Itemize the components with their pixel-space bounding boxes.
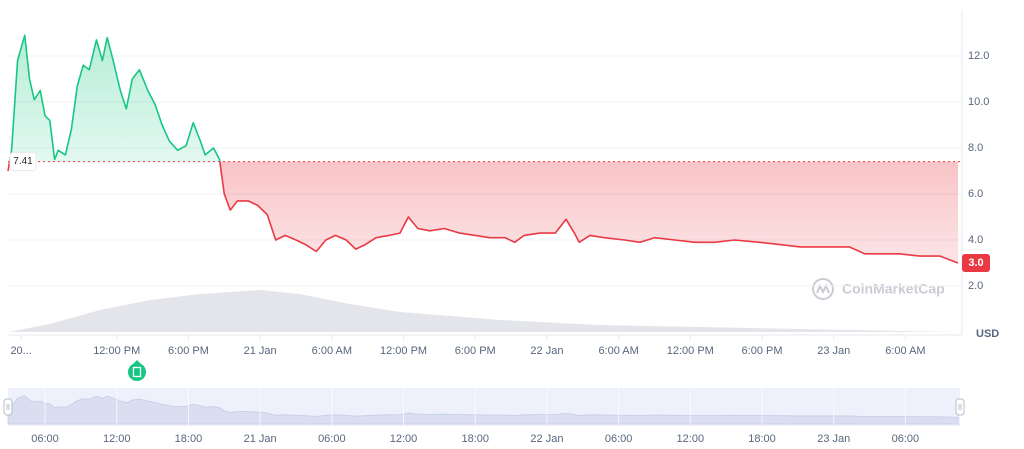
volume-area: [8, 290, 958, 332]
navigator-tick-label: 18:00: [461, 433, 489, 445]
navigator-handle[interactable]: [955, 398, 965, 416]
navigator-tick-label: 22 Jan: [530, 433, 563, 445]
x-tick-label: 6:00 AM: [312, 345, 352, 357]
price-area: [8, 35, 958, 263]
watermark: CoinMarketCap: [842, 281, 945, 297]
y-tick-label: 12.0: [968, 50, 989, 62]
navigator-tick-label: 21 Jan: [244, 433, 277, 445]
watermark-logo: [812, 278, 834, 300]
x-tick-label: 23 Jan: [817, 345, 850, 357]
x-tick-label: 6:00 AM: [598, 345, 638, 357]
navigator-tick-label: 18:00: [175, 433, 203, 445]
x-tick-label: 20...: [10, 345, 31, 357]
navigator-area: [7, 395, 959, 425]
current-price-box: [962, 254, 990, 272]
x-tick-label: 12:00 PM: [380, 345, 427, 357]
y-tick-label: 10.0: [968, 96, 989, 108]
unit-label: USD: [976, 328, 999, 340]
y-tick-label: 8.0: [968, 142, 983, 154]
x-tick-label: 12:00 PM: [93, 345, 140, 357]
x-tick-label: 12:00 PM: [667, 345, 714, 357]
x-tick-label: 6:00 PM: [455, 345, 496, 357]
navigator-tick-label: 12:00: [103, 433, 131, 445]
navigator-tick-label: 06:00: [318, 433, 346, 445]
navigator-tick-label: 12:00: [677, 433, 705, 445]
x-tick-label: 6:00 PM: [742, 345, 783, 357]
navigator-handle[interactable]: [3, 398, 13, 416]
x-tick-label: 6:00 AM: [885, 345, 925, 357]
y-tick-label: 4.0: [968, 234, 983, 246]
y-tick-label: 6.0: [968, 188, 983, 200]
navigator-tick-label: 06:00: [605, 433, 633, 445]
navigator-tick-label: 06:00: [892, 433, 920, 445]
baseline-label-box: [9, 152, 37, 172]
y-tick-label: 2.0: [968, 280, 983, 292]
current-price-label: 3.0: [968, 257, 983, 269]
x-tick-label: 21 Jan: [244, 345, 277, 357]
navigator-tick-label: 12:00: [390, 433, 418, 445]
price-line: [7, 34, 959, 264]
navigator-tick-label: 18:00: [748, 433, 776, 445]
navigator-tick-label: 23 Jan: [817, 433, 850, 445]
navigator-tick-label: 06:00: [31, 433, 59, 445]
x-tick-label: 22 Jan: [530, 345, 563, 357]
x-tick-label: 6:00 PM: [168, 345, 209, 357]
baseline-label: 7.41: [13, 156, 33, 167]
event-marker[interactable]: [128, 360, 146, 381]
